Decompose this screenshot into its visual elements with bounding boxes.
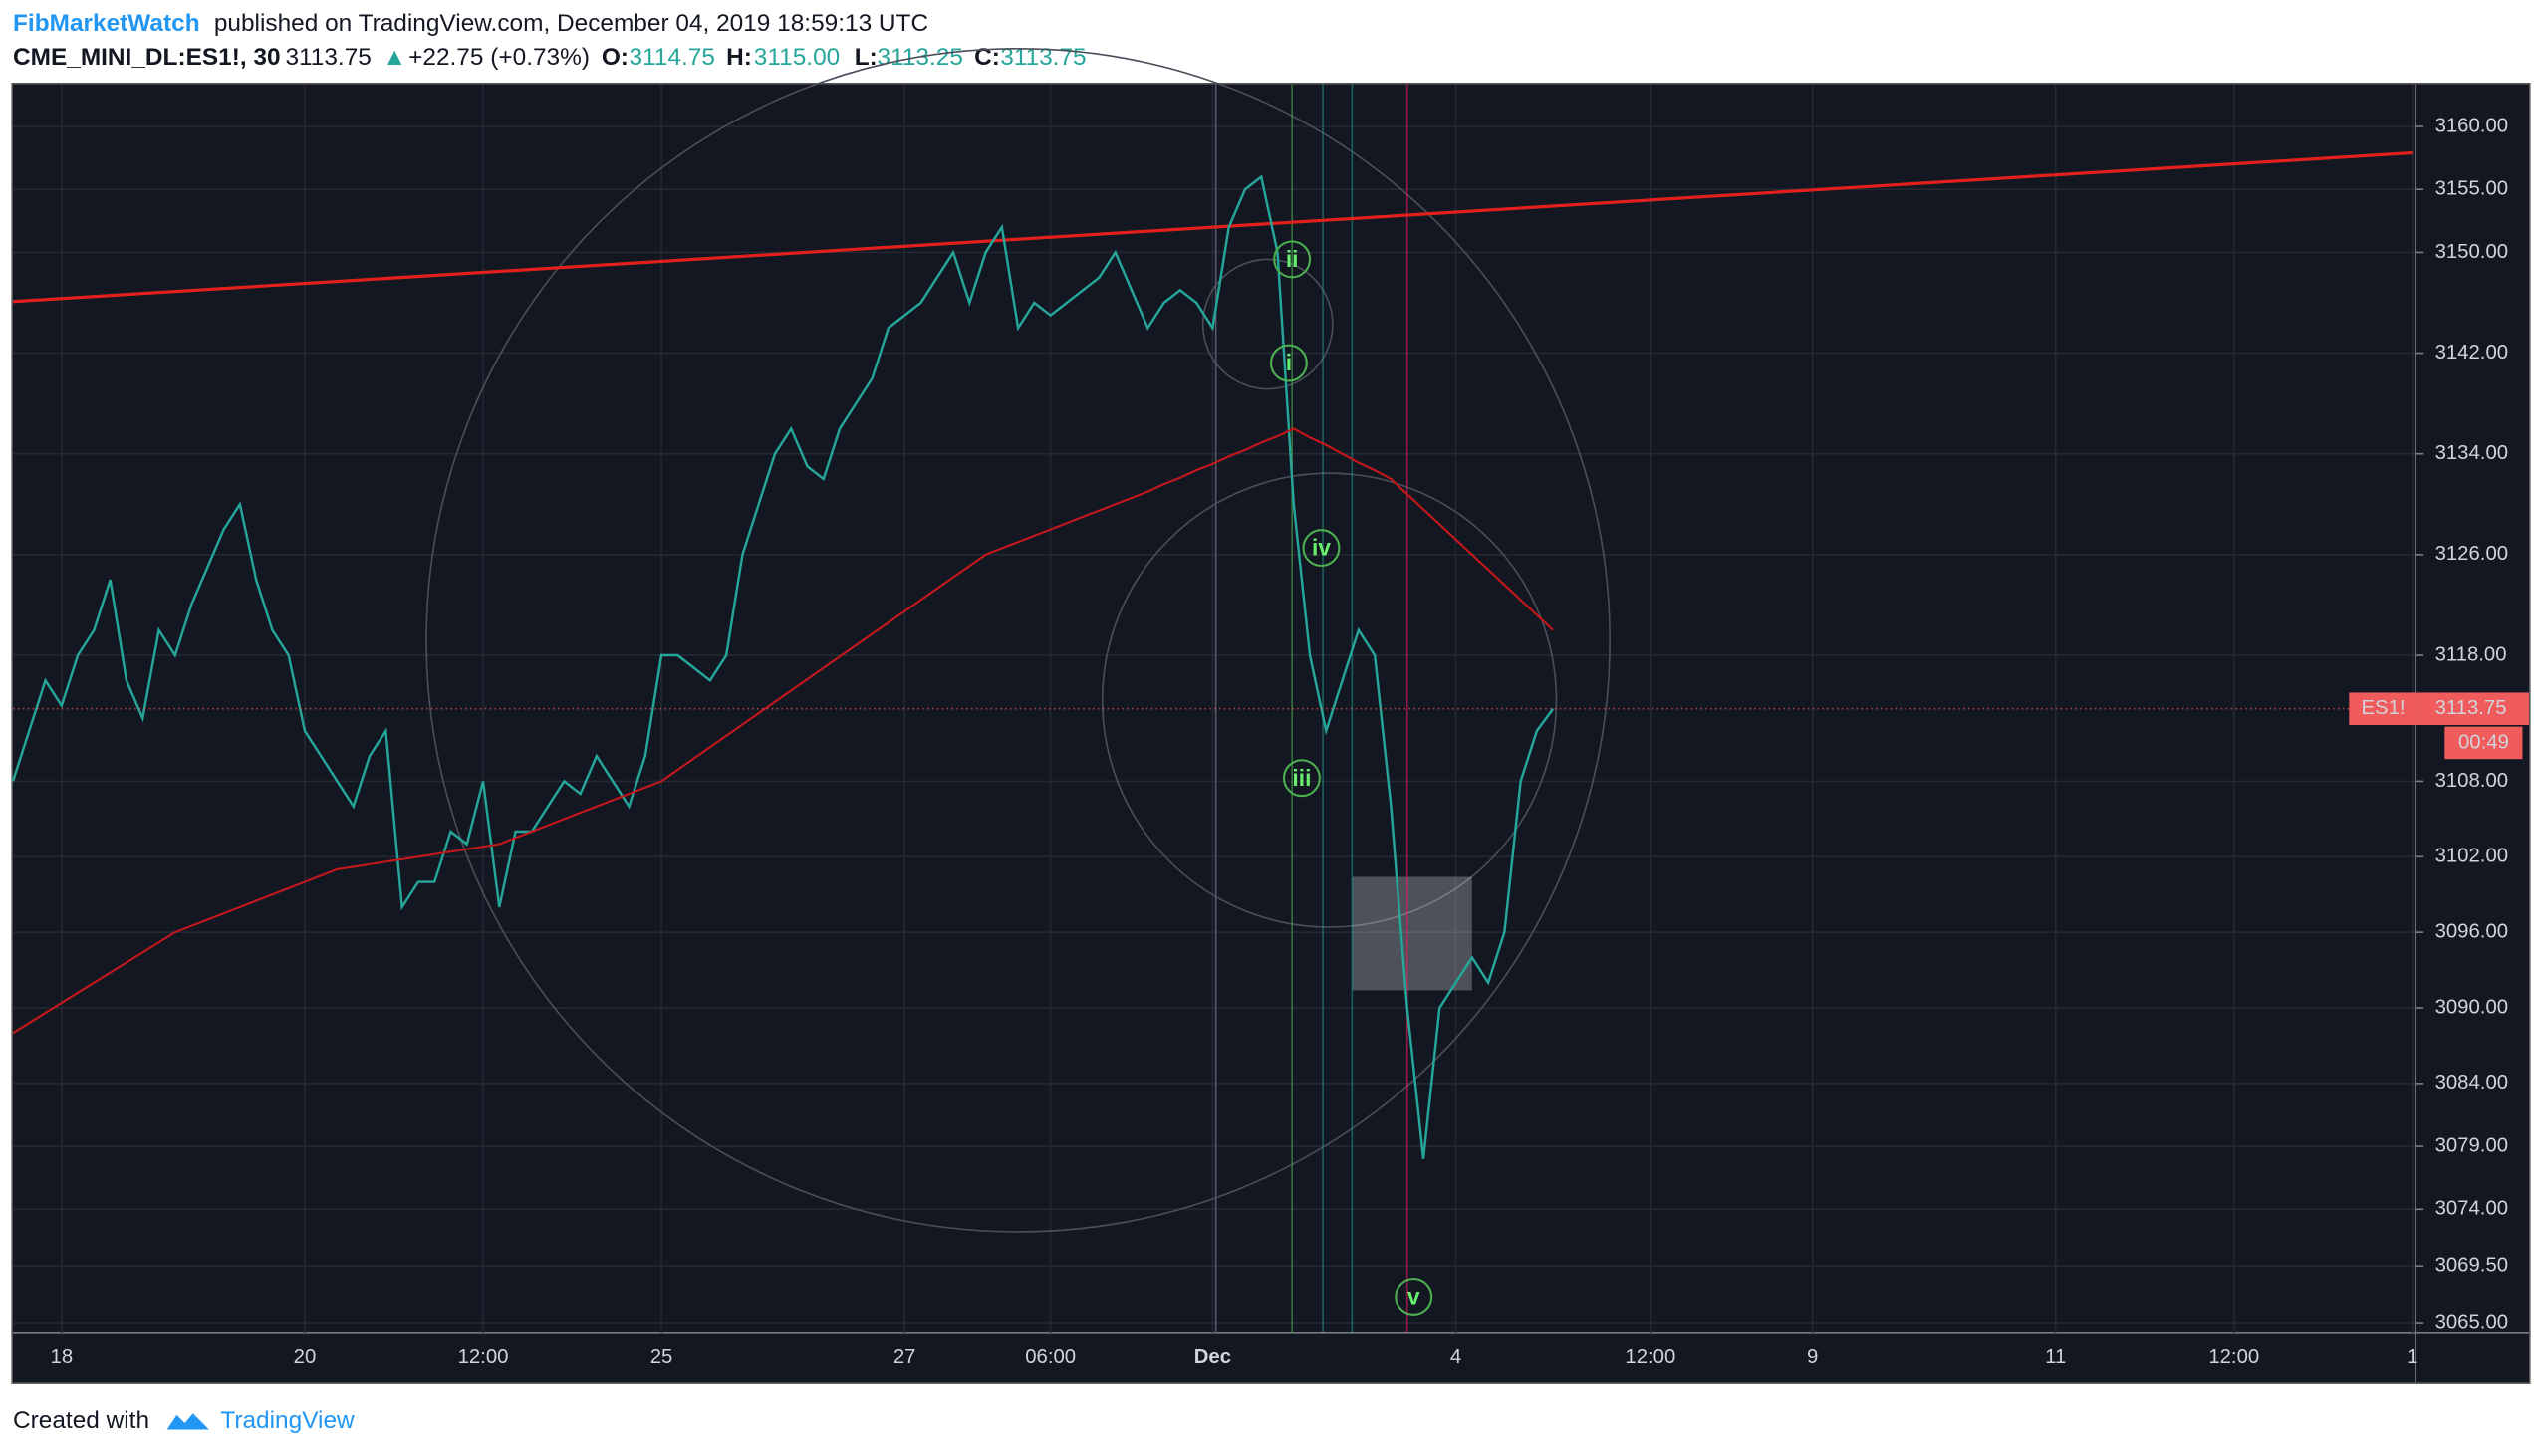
y-tick-label: 3150.00 (2435, 241, 2508, 263)
y-tick-label: 3102.00 (2435, 846, 2508, 867)
symbol-tag-bg (2349, 692, 2416, 726)
h-value: 3115.00 (754, 44, 840, 71)
y-tick-label: 3069.50 (2435, 1255, 2508, 1277)
x-tick-label: 12:00 (2208, 1346, 2259, 1368)
x-tick-label: 25 (650, 1346, 673, 1368)
x-tick-label: 9 (1807, 1346, 1818, 1368)
zone-box (1352, 876, 1472, 991)
drawings (425, 48, 1611, 1333)
price-tag-bg (2415, 692, 2529, 726)
tradingview-link[interactable]: TradingView (220, 1407, 355, 1434)
price-tag: 3113.75 (2435, 697, 2507, 719)
wave-label: v (1407, 1284, 1420, 1310)
y-tick-label: 3084.00 (2435, 1072, 2508, 1093)
chart-panel (11, 83, 2531, 1384)
y-tick-label: 3142.00 (2435, 342, 2508, 364)
x-tick-label: Dec (1194, 1346, 1231, 1368)
wave-label: iii (1292, 765, 1311, 791)
y-tick-label: 3118.00 (2435, 643, 2507, 665)
x-tick-label: 12:00 (1625, 1346, 1675, 1368)
h-label: H: (726, 44, 752, 71)
series-line (12, 427, 1554, 1035)
y-tick-label: 3126.00 (2435, 543, 2508, 565)
price: 3113.75 (285, 44, 371, 71)
wave-label-ring (1395, 1278, 1433, 1316)
fib-spiral-arc (1201, 258, 1334, 390)
wave-label-ring (1269, 344, 1308, 382)
wave-label: iv (1312, 535, 1331, 561)
wave-label-ring (1273, 240, 1312, 279)
x-tick-label: 11 (2045, 1346, 2066, 1368)
l-label: L: (855, 44, 878, 71)
o-label: O: (602, 44, 629, 71)
o-value: 3114.75 (629, 44, 714, 71)
y-tick-label: 3090.00 (2435, 996, 2508, 1018)
wave-label-ring (1282, 759, 1321, 798)
x-tick-label: 12:00 (458, 1346, 509, 1368)
y-tick-label: 3108.00 (2435, 770, 2508, 792)
c-label: C: (974, 44, 1000, 71)
y-tick-label: 3074.00 (2435, 1198, 2508, 1220)
wave-label-ring (1302, 529, 1341, 568)
x-tick-label: 27 (893, 1346, 916, 1368)
y-tick-label: 3065.00 (2435, 1311, 2508, 1333)
trend-line (12, 150, 2413, 304)
y-tick-label: 3096.00 (2435, 921, 2508, 943)
change: +22.75 (+0.73%) (408, 44, 590, 71)
tradingview-logo[interactable] (166, 1413, 209, 1430)
series-line (11, 174, 1555, 1159)
x-tick-label: 4 (1450, 1346, 1461, 1368)
symbol-tag: ES1! (2361, 697, 2405, 719)
countdown-bg (2444, 726, 2523, 760)
author[interactable]: FibMarketWatch (13, 10, 200, 37)
fib-spiral-arc (425, 48, 1611, 1233)
fib-spiral-arc (1101, 472, 1558, 928)
y-tick-label: 3155.00 (2435, 178, 2508, 200)
created-with: Created with (13, 1407, 149, 1434)
x-tick-label: 1 (2407, 1346, 2417, 1368)
y-tick-label: 3160.00 (2435, 115, 2508, 136)
symbol: CME_MINI_DL:ES1!, 30 (13, 44, 281, 71)
arrow: ▲ (382, 44, 406, 71)
y-tick-label: 3079.00 (2435, 1134, 2508, 1156)
x-tick-label: 06:00 (1025, 1346, 1076, 1368)
x-tick-label: 18 (51, 1346, 74, 1368)
y-tick-label: 3134.00 (2435, 442, 2508, 464)
wave-label: i (1286, 350, 1292, 375)
wave-label: ii (1286, 246, 1299, 272)
x-tick-label: 20 (294, 1346, 317, 1368)
published: published on TradingView.com, December 0… (214, 10, 928, 37)
countdown: 00:49 (2458, 731, 2509, 753)
